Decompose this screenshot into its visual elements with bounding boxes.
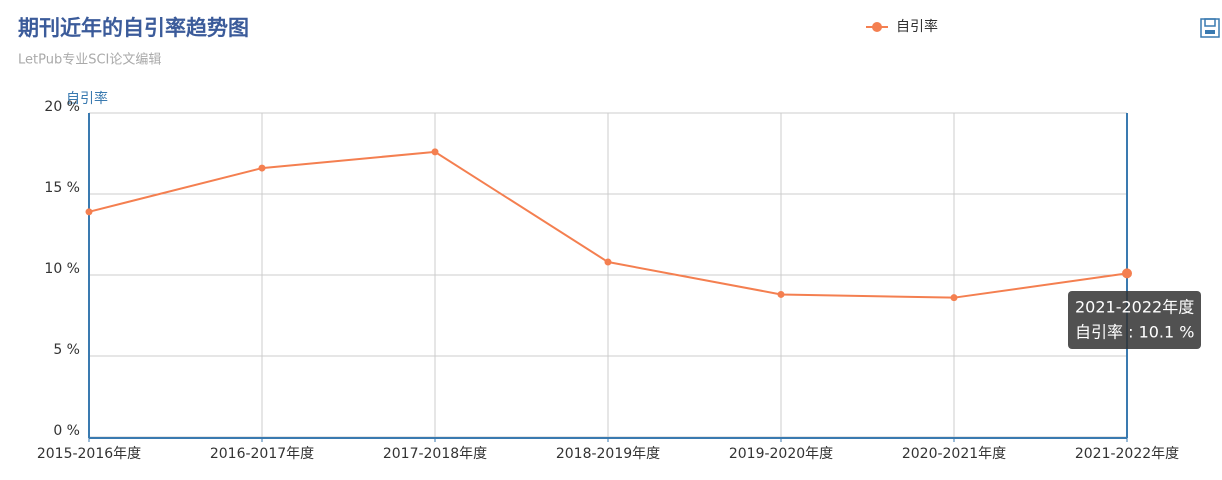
x-tick-label: 2020-2021年度 [902,446,1006,462]
legend-label: 自引率 [896,18,938,35]
data-point [1122,268,1132,279]
x-tick-label: 2021-2022年度 [1075,446,1179,462]
data-point [258,164,266,172]
y-tick-label: 15 % [44,180,80,196]
data-point [431,148,439,156]
x-tick-label: 2019-2020年度 [729,446,833,462]
y-tick-label: 5 % [53,342,80,358]
legend-marker [872,22,882,32]
x-tick-label: 2015-2016年度 [37,446,141,462]
save-icon-label[interactable] [1205,30,1215,34]
y-tick-label: 10 % [44,261,80,277]
y-tick-label: 0 % [53,423,80,439]
data-point [604,258,612,266]
data-point [950,294,958,302]
save-icon-slot[interactable] [1204,18,1216,27]
y-axis-title: 自引率 [66,90,108,107]
chart-title: 期刊近年的自引率趋势图 [18,16,249,40]
x-tick-label: 2016-2017年度 [210,446,314,462]
y-tick-label: 20 % [44,99,80,115]
tooltip-title: 2021-2022年度 [1075,298,1194,317]
data-point [777,290,785,298]
data-point [85,208,93,216]
save-icon[interactable] [1200,18,1220,38]
chart-subtitle: LetPub专业SCI论文编辑 [18,53,161,68]
tooltip-box [1068,291,1201,349]
x-tick-label: 2017-2018年度 [383,446,487,462]
x-tick-label: 2018-2019年度 [556,446,660,462]
save-icon-frame[interactable] [1200,18,1220,38]
tooltip-value: 自引率 : 10.1 % [1075,323,1194,342]
